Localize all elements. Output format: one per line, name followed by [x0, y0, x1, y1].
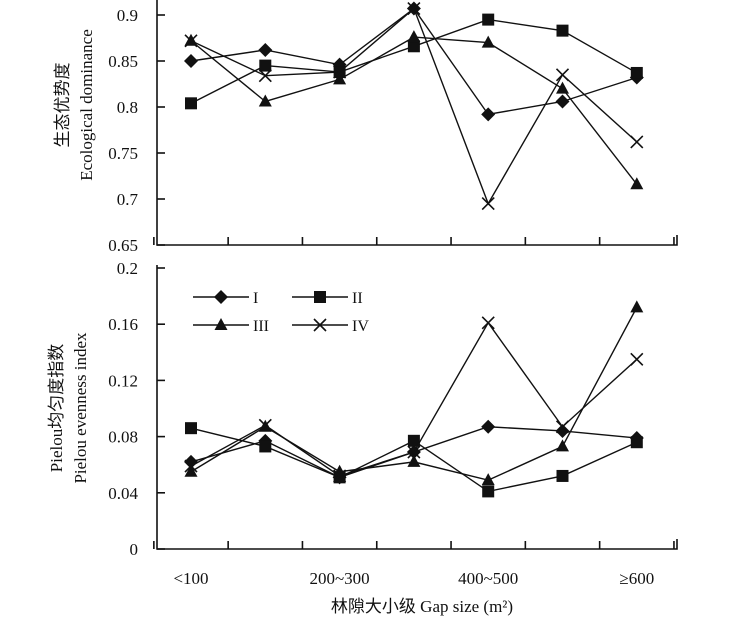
data-point-IV [333, 65, 347, 79]
data-point-I [184, 54, 198, 68]
series-IV [184, 1, 644, 211]
data-point-III [481, 35, 495, 48]
data-point-II [630, 66, 643, 79]
y-tick-label: 0.2 [117, 259, 138, 278]
data-point-II [185, 422, 197, 435]
top-series-group [184, 1, 644, 211]
data-point-IV [258, 69, 272, 83]
data-point-IV [407, 1, 421, 16]
data-point-III [258, 94, 272, 107]
legend-label: III [253, 318, 269, 335]
data-point-II [259, 59, 272, 72]
x-axis-title: 林隙大小级 Gap size (m²) [331, 597, 513, 616]
data-point-III [184, 464, 198, 477]
data-point-IV [555, 68, 570, 82]
data-point-IV [407, 445, 421, 459]
data-point-II [407, 434, 420, 447]
data-point-IV [184, 459, 198, 473]
y-tick-label: 0.65 [108, 236, 138, 255]
data-point-IV [333, 469, 347, 483]
data-point-IV [555, 420, 570, 434]
legend-item-III: III [193, 318, 269, 335]
top-y-axis-title-en: Ecological dominance [77, 29, 96, 181]
data-point-III [630, 300, 644, 313]
data-point-III [556, 439, 569, 452]
legend-label: IV [352, 318, 369, 335]
y-tick-label: 0.08 [108, 428, 138, 447]
data-point-IV [258, 418, 272, 432]
data-point-III [333, 72, 347, 85]
legend-label: II [352, 290, 363, 307]
series-II [185, 13, 643, 110]
data-point-I [258, 42, 273, 57]
data-point-IV [630, 352, 644, 366]
data-point-I [481, 107, 496, 122]
series-III [184, 30, 644, 190]
data-point-III [556, 81, 569, 94]
bottom-series-group [184, 300, 644, 498]
y-tick-label: 0.7 [117, 190, 139, 209]
data-point-II [185, 97, 197, 110]
data-point-III [407, 454, 421, 467]
data-point-II [259, 440, 272, 453]
series-line-III [190, 36, 638, 185]
data-point-III [630, 177, 644, 190]
top-axis-frame [156, 0, 678, 246]
data-point-II [556, 24, 569, 37]
legend-item-I: I [193, 290, 258, 307]
legend-marker-III [214, 318, 228, 330]
y-tick-label: 0.16 [108, 315, 138, 334]
data-point-II [482, 13, 495, 26]
top-y-axis-title-cn: 生态优势度 [53, 63, 72, 148]
legend-item-II: II [292, 290, 363, 307]
data-point-II [482, 485, 495, 498]
legend-marker-IV [313, 318, 327, 332]
bottom-y-axis-title-cn: Pielou均匀度指数 [47, 344, 66, 472]
bottom-x-ticks: <100 200~300 400~500 ≥600 [153, 541, 675, 588]
data-point-II [556, 469, 569, 482]
y-tick-label: 0.85 [108, 52, 138, 71]
data-point-IV [481, 316, 495, 330]
x-tick-label: 400~500 [458, 569, 518, 588]
bottom-panel: 0 0.04 0.08 0.12 0.16 0.2 <100 200~300 400~500 ≥… [47, 259, 678, 616]
series-IV [184, 316, 644, 483]
y-tick-label: 0 [130, 540, 139, 559]
data-point-IV [184, 34, 198, 48]
data-point-IV [481, 197, 495, 211]
data-point-III [481, 473, 495, 486]
y-tick-label: 0.9 [117, 6, 138, 25]
y-tick-label: 0.12 [108, 371, 138, 390]
data-point-I [555, 94, 570, 109]
bottom-y-axis-title-en: Pielou evenness index [71, 332, 90, 484]
top-y-ticks: 0.65 0.7 0.75 0.8 0.85 0.9 [108, 6, 165, 255]
x-tick-label: ≥600 [619, 569, 654, 588]
bottom-y-ticks: 0 0.04 0.08 0.12 0.16 0.2 [108, 259, 165, 559]
data-point-I [555, 423, 570, 438]
legend-item-IV: IV [292, 318, 369, 335]
top-panel: 0.65 0.7 0.75 0.8 0.85 0.9 生态优势度 Ecological d… [53, 0, 678, 255]
y-tick-label: 0.04 [108, 484, 138, 503]
data-point-IV [630, 135, 644, 149]
data-point-III [407, 30, 421, 43]
y-tick-label: 0.8 [117, 98, 138, 117]
data-point-I [481, 419, 496, 434]
data-point-I [184, 454, 198, 469]
data-point-II [407, 40, 420, 53]
top-x-ticks [153, 237, 675, 245]
x-tick-label: <100 [173, 569, 208, 588]
y-tick-label: 0.75 [108, 144, 138, 163]
bottom-axis-frame [156, 265, 678, 550]
legend-label: I [253, 290, 258, 307]
x-tick-label: 200~300 [309, 569, 369, 588]
data-point-II [630, 436, 643, 449]
legend-marker-II [314, 291, 326, 303]
legend-marker-I [214, 290, 228, 304]
